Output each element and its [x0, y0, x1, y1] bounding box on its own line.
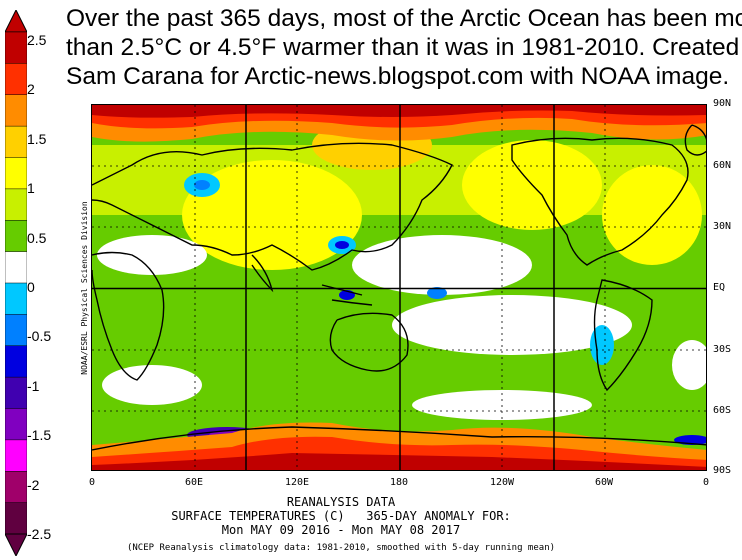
- colorbar-band: [5, 188, 27, 221]
- lat-label-60s: 60S: [713, 405, 732, 416]
- colorbar-band: [5, 376, 27, 410]
- lat-label-30s: 30S: [713, 344, 732, 355]
- colorbar-label: 2.5: [27, 32, 47, 48]
- colorbar-band: [5, 63, 27, 96]
- footer-line-1: REANALYSIS DATA: [286, 495, 396, 509]
- colorbar-band: [5, 251, 27, 284]
- colorbar-label: -0.5: [27, 328, 52, 345]
- colorbar-band: [5, 157, 27, 190]
- colorbar-top-arrow: [5, 10, 27, 33]
- cold-anomaly-south-america: [590, 325, 614, 365]
- lat-label-eq: EQ: [713, 282, 726, 293]
- coastlines: [92, 124, 706, 451]
- title-line-2: than 2.5°C or 4.5°F warmer than it was i…: [66, 34, 742, 61]
- lon-label-120e: 120E: [284, 477, 310, 488]
- south-atlantic-neutral: [102, 365, 202, 405]
- north-america-warm-region: [602, 165, 702, 265]
- colorbar-bands: [5, 31, 27, 535]
- lon-label-60e: 60E: [184, 477, 204, 488]
- lon-label-180: 180: [389, 477, 409, 488]
- lon-label-0-right: 0: [702, 477, 710, 488]
- colorbar-band: [5, 282, 27, 316]
- colorbar-band: [5, 31, 27, 65]
- lon-label-120w: 120W: [489, 477, 515, 488]
- colorbar-label: -2: [27, 476, 40, 493]
- lat-label-30n: 30N: [713, 221, 732, 232]
- colorbar-label: -1: [27, 377, 40, 394]
- lat-label-60n: 60N: [713, 160, 732, 171]
- map-canvas: [92, 105, 706, 470]
- colorbar-label: 0.5: [27, 229, 47, 246]
- lat-label-90s: 90S: [713, 465, 732, 476]
- footer-line-2: SURFACE TEMPERATURES (C) 365-DAY ANOMALY…: [171, 509, 511, 523]
- asia-warm-region: [182, 160, 362, 270]
- title-line-1: Over the past 365 days, most of the Arct…: [66, 5, 742, 32]
- atlantic-neutral: [97, 235, 207, 275]
- color-scale-bar: [5, 10, 27, 556]
- colorbar-label: -2.5: [27, 526, 52, 542]
- lat-label-90n: 90N: [713, 98, 732, 109]
- figure-title: Over the past 365 days, most of the Arct…: [66, 4, 742, 91]
- tropical-pacific-neutral: [352, 235, 532, 295]
- lon-label-60w: 60W: [594, 477, 614, 488]
- colorbar-label: 2: [27, 81, 35, 98]
- colorbar-band: [5, 408, 27, 441]
- colorbar-label: -1.5: [27, 427, 52, 444]
- south-atlantic-east-neutral: [672, 340, 706, 390]
- footer-line-4: (NCEP Reanalysis climatology data: 1981-…: [126, 543, 556, 553]
- colorbar-band: [5, 125, 27, 159]
- lon-label-0: 0: [88, 477, 96, 488]
- south-pacific-neutral: [392, 295, 632, 355]
- title-line-3: Sam Carana for Arctic-news.blogspot.com …: [66, 63, 730, 90]
- colorbar-label: 0: [27, 279, 35, 295]
- colorbar-band: [5, 345, 27, 378]
- footer-line-3: Mon MAY 09 2016 - Mon MAY 08 2017: [221, 523, 461, 537]
- colorbar-band: [5, 94, 27, 127]
- side-credit: NOAA/ESRL Physical Sciences Division: [80, 201, 89, 375]
- colorbar-band: [5, 220, 27, 253]
- colorbar-label: 1.5: [27, 130, 47, 147]
- colorbar-bottom-arrow: [5, 533, 27, 556]
- minor-gridlines: [92, 105, 706, 470]
- anomaly-map: [91, 104, 707, 471]
- colorbar-band: [5, 314, 27, 347]
- colorbar-label: 1: [27, 180, 35, 197]
- cold-anomaly-3: [427, 287, 447, 299]
- colorbar-band: [5, 439, 27, 472]
